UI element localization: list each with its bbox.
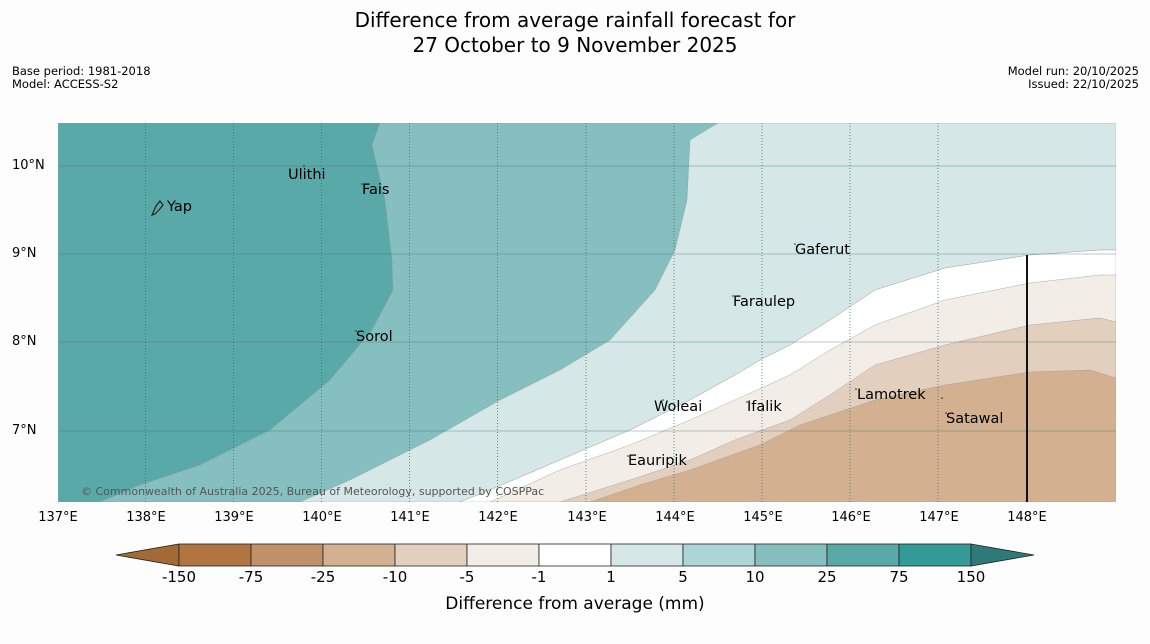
colorbar-label: -1 [531,568,547,586]
colorbar-segment [538,543,612,567]
colorbar [115,543,1035,567]
colorbar-label: 5 [678,568,688,586]
colorbar-label: -150 [161,568,197,586]
place-ifalik: Ifalik [747,399,782,415]
model-name: Model: ACCESS-S2 [12,77,119,91]
band-minus75-minus25 [589,369,1116,502]
colorbar-label: 10 [745,568,765,586]
colorbar-label: 150 [956,568,986,586]
colorbar-segment [250,543,324,567]
colorbar-segment [682,543,756,567]
copyright-notice: © Commonwealth of Australia 2025, Bureau… [81,485,545,498]
lon-label: 146°E [831,510,871,525]
colorbar-segment [466,543,540,567]
island-markers [150,165,947,457]
graticule [145,123,939,502]
meta-left: Base period: 1981-2018 Model: ACCESS-S2 [12,65,151,91]
meta-right: Model run: 20/10/2025 Issued: 22/10/2025 [1008,65,1139,91]
lat-label: 7°N [12,423,37,438]
yap-island-shape [150,200,164,216]
lon-label: 139°E [214,510,254,525]
colorbar-label: 1 [606,568,616,586]
place-satawal: Satawal [946,411,1004,427]
place-ulithi: Ulithi [288,167,326,183]
base-period: Base period: 1981-2018 [12,64,151,78]
title-line-2: 27 October to 9 November 2025 [412,33,738,57]
colorbar-title: Difference from average (mm) [445,594,705,614]
lon-label: 140°E [302,510,342,525]
colorbar-segment [322,543,396,567]
lat-label: 9°N [12,246,37,261]
lon-label: 141°E [390,510,430,525]
lat-label: 10°N [12,158,45,173]
chart-title: Difference from average rainfall forecas… [0,8,1150,58]
lon-label: 148°E [1007,510,1047,525]
colorbar-segment [826,543,900,567]
place-gaferut: Gaferut [795,242,850,258]
colorbar-segment [178,543,252,567]
lon-label: 145°E [743,510,783,525]
lon-label: 147°E [919,510,959,525]
colorbar-label: 75 [889,568,909,586]
place-faraulep: Faraulep [733,294,796,310]
colorbar-segment [610,543,684,567]
place-yap: Yap [167,199,192,215]
place-sorol: Sorol [356,329,393,345]
place-eauripik: Eauripik [628,453,687,469]
model-run: Model run: 20/10/2025 [1007,64,1139,78]
colorbar-extend-low [115,543,180,567]
lon-label: 138°E [126,510,166,525]
colorbar-segment [394,543,468,567]
band-25-75 [58,123,394,502]
colorbar-extend-high [970,543,1035,567]
place-fais: Fais [362,182,390,198]
colorbar-segment [754,543,828,567]
colorbar-label: -75 [238,568,264,586]
colorbar-label: -10 [382,568,408,586]
colorbar-segment [898,543,972,567]
colorbar-label: 25 [817,568,837,586]
title-line-1: Difference from average rainfall forecas… [354,8,796,32]
lat-label: 8°N [12,334,37,349]
lon-label: 143°E [567,510,607,525]
lon-label: 137°E [38,510,78,525]
place-woleai: Woleai [654,399,703,415]
colorbar-label: -25 [310,568,336,586]
lon-label: 144°E [655,510,695,525]
lon-label: 142°E [478,510,518,525]
place-lamotrek: Lamotrek [857,387,926,403]
colorbar-label: -5 [459,568,475,586]
issued-date: Issued: 22/10/2025 [1028,77,1139,91]
